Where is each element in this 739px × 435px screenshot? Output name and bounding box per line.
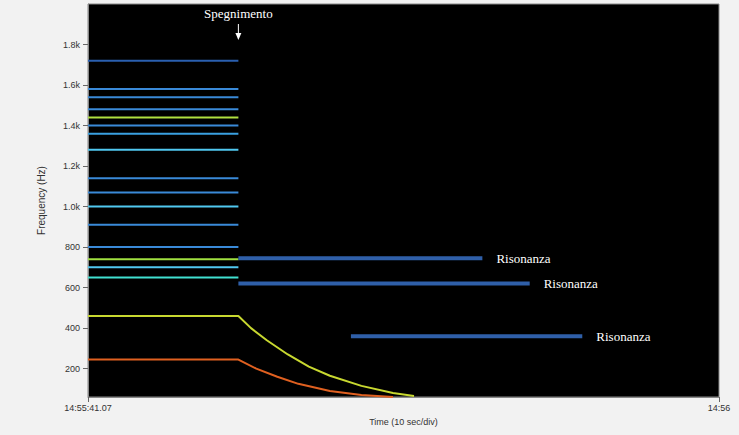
svg-text:Time (10 sec/div): Time (10 sec/div) bbox=[369, 417, 438, 427]
svg-text:Frequency (Hz): Frequency (Hz) bbox=[36, 166, 47, 235]
svg-text:Spegnimento: Spegnimento bbox=[204, 6, 273, 21]
svg-text:1.8k: 1.8k bbox=[63, 40, 81, 50]
svg-text:1.0k: 1.0k bbox=[63, 202, 81, 212]
svg-text:400: 400 bbox=[65, 323, 80, 333]
svg-text:800: 800 bbox=[65, 242, 80, 252]
svg-text:Risonanza: Risonanza bbox=[596, 329, 650, 344]
svg-text:Risonanza: Risonanza bbox=[544, 276, 598, 291]
svg-text:1.6k: 1.6k bbox=[63, 80, 81, 90]
svg-text:14:55:41.07: 14:55:41.07 bbox=[64, 403, 112, 413]
svg-text:600: 600 bbox=[65, 283, 80, 293]
svg-text:200: 200 bbox=[65, 364, 80, 374]
svg-text:1.2k: 1.2k bbox=[63, 161, 81, 171]
svg-text:1.4k: 1.4k bbox=[63, 121, 81, 131]
svg-text:Risonanza: Risonanza bbox=[496, 251, 550, 266]
svg-text:14:56: 14:56 bbox=[708, 403, 731, 413]
